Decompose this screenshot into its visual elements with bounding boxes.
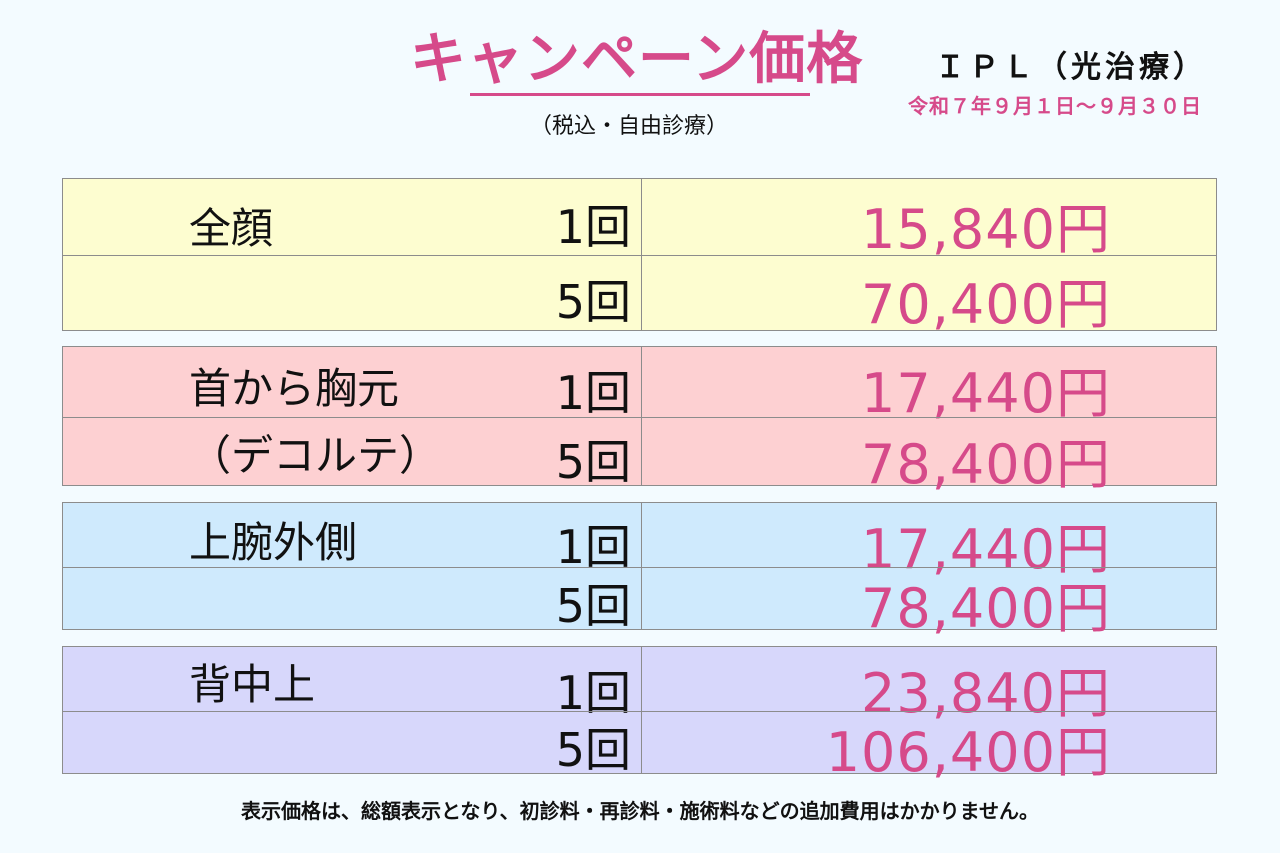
treatment-name: ＩＰＬ（光治療） <box>935 50 1207 85</box>
campaign-period: 令和７年９月１日～９月３０日 <box>908 94 1202 118</box>
price-value: 17,440円 <box>861 518 1111 581</box>
session-count: 5回 <box>555 435 631 489</box>
part-label: 首から胸元 <box>189 364 400 413</box>
session-count: 1回 <box>555 366 631 420</box>
session-count: 5回 <box>555 579 631 633</box>
tax-note: （税込・自由診療） <box>530 114 729 139</box>
session-count: 1回 <box>555 200 631 254</box>
price-group-upper-arm: 上腕外側 1回 17,440円 5回 78,400円 <box>62 502 1217 640</box>
session-count: 5回 <box>555 275 631 329</box>
footer-note: 表示価格は、総額表示となり、初診料・再診料・施術料などの追加費用はかかりません。 <box>241 799 1039 823</box>
price-value: 70,400円 <box>861 273 1111 336</box>
price-row: 5回 106,400円 <box>63 711 1216 784</box>
price-row: 5回 70,400円 <box>63 255 1216 336</box>
column-divider <box>641 503 642 567</box>
title-underline <box>470 93 810 96</box>
price-group-full-face: 全顔 1回 15,840円 5回 70,400円 <box>62 178 1217 336</box>
price-value: 78,400円 <box>861 433 1111 496</box>
price-group-upper-back: 背中上 1回 23,840円 5回 106,400円 <box>62 646 1217 784</box>
part-label: 背中上 <box>189 660 316 709</box>
column-divider <box>641 418 642 486</box>
price-row: 上腕外側 1回 17,440円 <box>63 503 1216 581</box>
session-count: 1回 <box>555 520 631 574</box>
price-row: 5回 78,400円 <box>63 567 1216 640</box>
column-divider <box>641 712 642 774</box>
column-divider <box>641 347 642 417</box>
price-value: 15,840円 <box>861 198 1111 261</box>
column-divider <box>641 179 642 255</box>
price-row: 首から胸元 1回 17,440円 <box>63 347 1216 425</box>
price-value: 23,840円 <box>861 662 1111 725</box>
price-value: 78,400円 <box>861 577 1111 640</box>
price-row: 背中上 1回 23,840円 <box>63 647 1216 725</box>
price-row: （デコルテ） 5回 78,400円 <box>63 417 1216 496</box>
part-label: 上腕外側 <box>189 518 358 567</box>
column-divider <box>641 647 642 711</box>
price-value: 106,400円 <box>825 721 1111 784</box>
part-label: 全顔 <box>189 204 274 253</box>
price-row: 全顔 1回 15,840円 <box>63 179 1216 261</box>
part-label: （デコルテ） <box>189 431 442 480</box>
column-divider <box>641 256 642 330</box>
column-divider <box>641 568 642 630</box>
session-count: 5回 <box>555 723 631 777</box>
price-value: 17,440円 <box>861 362 1111 425</box>
page-title: キャンペーン価格 <box>410 27 864 92</box>
price-group-decollete: 首から胸元 1回 17,440円 （デコルテ） 5回 78,400円 <box>62 346 1217 496</box>
